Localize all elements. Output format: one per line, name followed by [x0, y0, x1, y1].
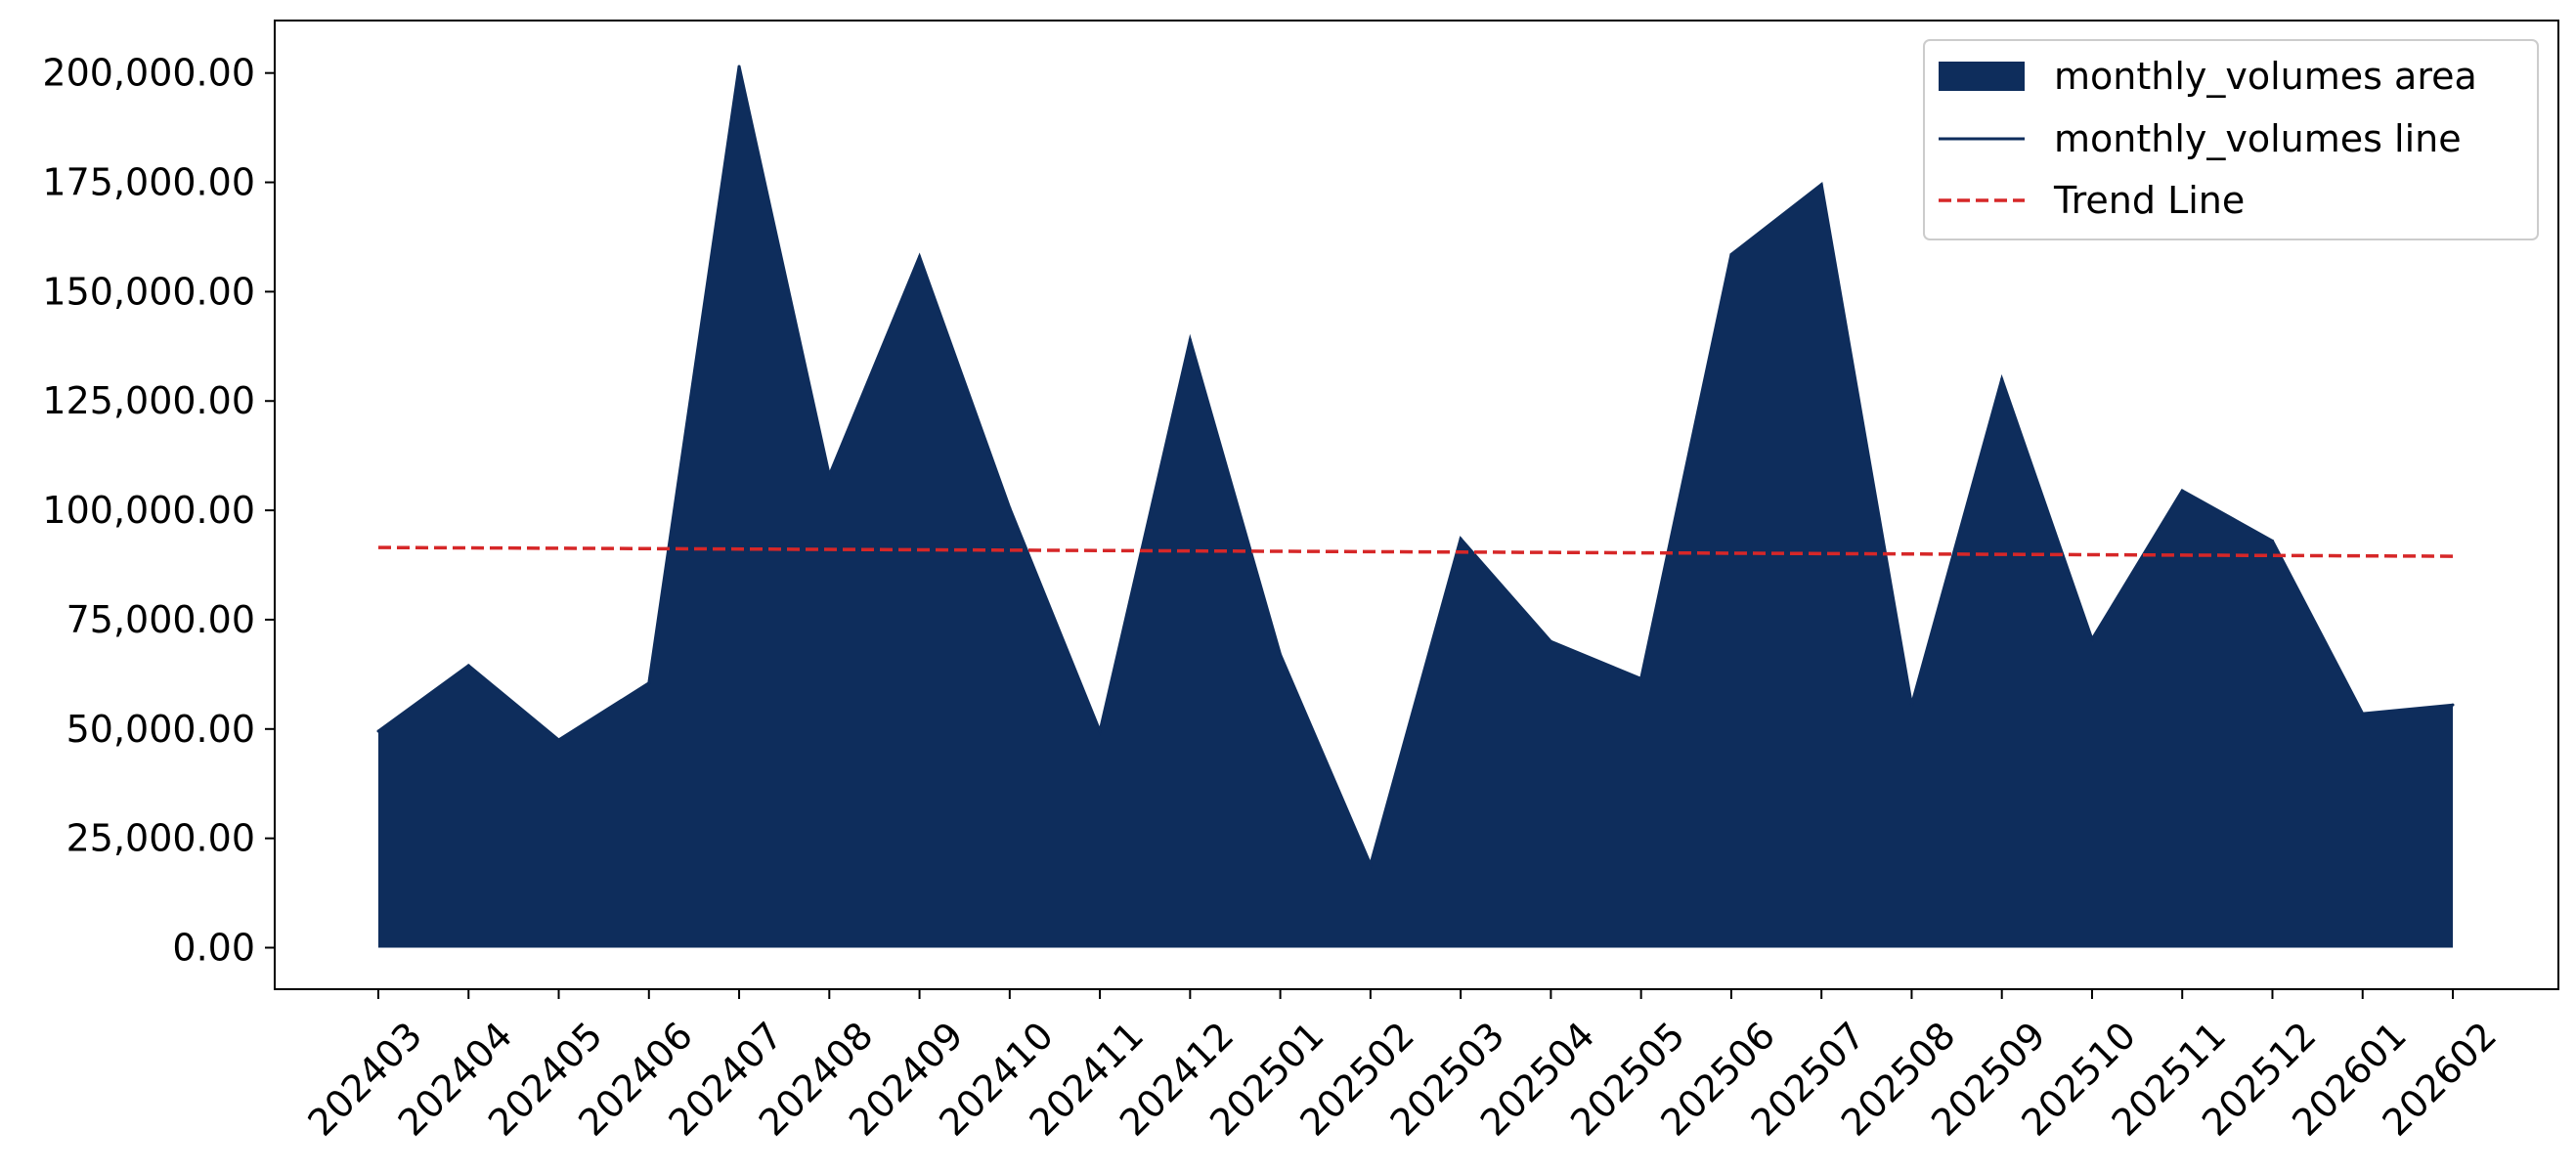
data-point [2451, 703, 2455, 707]
plot-frame [274, 20, 2559, 990]
data-point [647, 681, 651, 685]
legend-swatch-area [1939, 62, 2025, 91]
y-tick-label: 0.00 [172, 926, 255, 969]
trend-line [377, 545, 2454, 558]
data-point [1639, 676, 1643, 680]
data-point [1098, 729, 1102, 733]
legend-label: Trend Line [2053, 179, 2245, 222]
legend-box [1923, 39, 2539, 240]
y-tick-label: 200,000.00 [42, 52, 255, 95]
series-line [377, 65, 2454, 870]
y-axis: 0.00 25,000.00 50,000.00 75,000.00 100,000.0… [42, 52, 275, 969]
y-tick-label: 175,000.00 [42, 161, 255, 204]
data-point [1549, 639, 1552, 643]
data-point [1729, 252, 1733, 256]
area-fill [378, 65, 2453, 948]
y-tick-label: 150,000.00 [42, 270, 255, 313]
data-point [2090, 637, 2094, 641]
y-tick-label: 75,000.00 [66, 598, 255, 641]
y-tick-label: 125,000.00 [42, 379, 255, 422]
data-point [1279, 653, 1283, 657]
data-point [827, 473, 831, 477]
data-point [1459, 537, 1463, 541]
y-tick-label: 100,000.00 [42, 489, 255, 532]
data-point [1819, 183, 1823, 187]
y-tick-label: 25,000.00 [66, 817, 255, 860]
legend-label: monthly_volumes line [2054, 117, 2462, 160]
plot-area [376, 65, 2455, 948]
data-point [1369, 862, 1373, 866]
data-point [1188, 338, 1192, 342]
data-point [2000, 377, 2004, 381]
data-point [1008, 506, 1012, 510]
data-point [557, 738, 561, 742]
data-point [1909, 703, 1913, 707]
data-point [918, 255, 922, 259]
y-tick-label: 50,000.00 [66, 708, 255, 751]
data-point [2180, 489, 2184, 493]
data-point [466, 664, 470, 668]
data-point [737, 65, 741, 68]
data-point [2361, 712, 2365, 716]
legend: monthly_volumes area monthly_volumes line… [1923, 39, 2539, 240]
data-point [376, 729, 380, 733]
legend-label: monthly_volumes area [2054, 55, 2477, 98]
data-point [2270, 539, 2274, 543]
